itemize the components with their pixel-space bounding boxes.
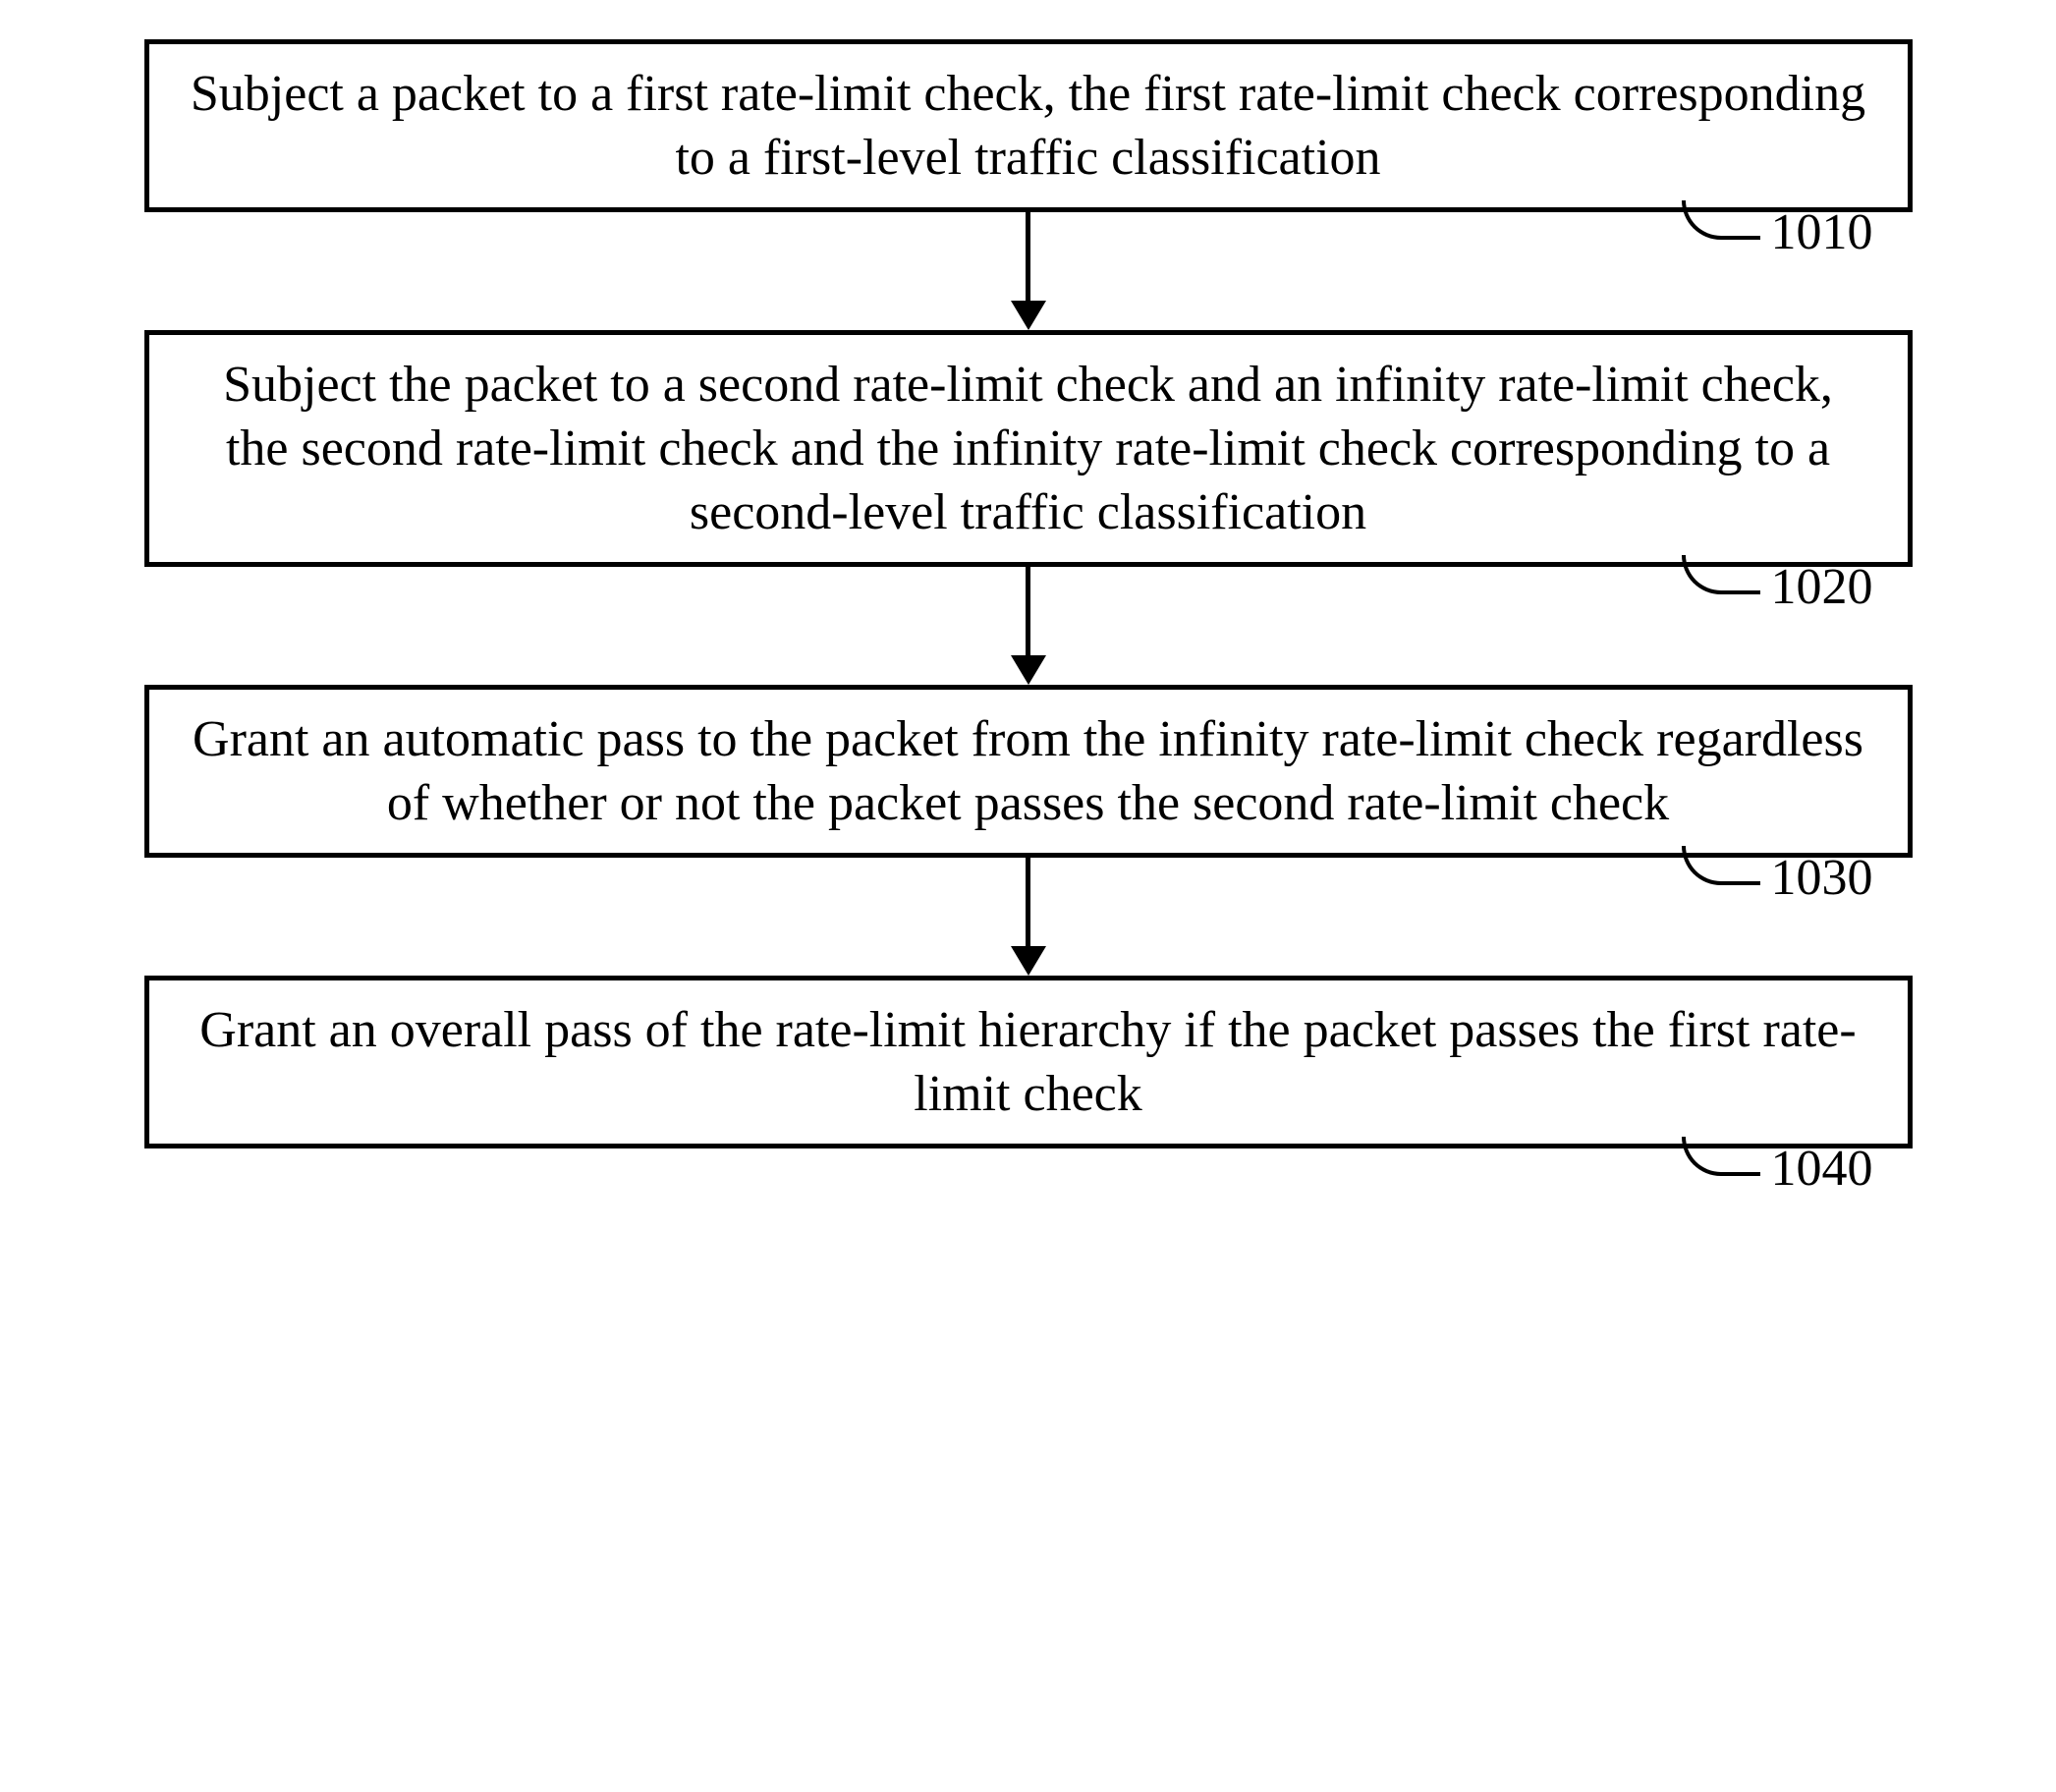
step-id-label: 1010 (1771, 203, 1873, 261)
flow-arrow (1011, 858, 1046, 976)
step-box-1020: Subject the packet to a second rate-limi… (144, 330, 1913, 567)
label-connector (1682, 200, 1760, 240)
step-text: Grant an overall pass of the rate-limit … (199, 1002, 1856, 1122)
flow-arrow (1011, 212, 1046, 330)
flow-arrow (1011, 567, 1046, 685)
step-id-label: 1020 (1771, 558, 1873, 616)
arrow-line (1026, 212, 1030, 301)
arrow-head-icon (1011, 946, 1046, 976)
step-box-1010: Subject a packet to a first rate-limit c… (144, 39, 1913, 212)
arrow-line (1026, 567, 1030, 655)
arrow-head-icon (1011, 301, 1046, 330)
arrow-head-icon (1011, 655, 1046, 685)
step-text: Subject a packet to a first rate-limit c… (191, 66, 1865, 186)
flowchart-step: Grant an automatic pass to the packet fr… (144, 685, 1913, 858)
flowchart-step: Subject a packet to a first rate-limit c… (144, 39, 1913, 212)
step-text: Subject the packet to a second rate-limi… (223, 357, 1833, 540)
step-id-label: 1040 (1771, 1140, 1873, 1198)
step-box-1030: Grant an automatic pass to the packet fr… (144, 685, 1913, 858)
label-connector (1682, 1137, 1760, 1176)
arrow-line (1026, 858, 1030, 946)
step-text: Grant an automatic pass to the packet fr… (193, 711, 1863, 831)
step-id-label: 1030 (1771, 849, 1873, 907)
flowchart-step: Grant an overall pass of the rate-limit … (144, 976, 1913, 1148)
flowchart-container: Subject a packet to a first rate-limit c… (144, 39, 1913, 1148)
label-connector (1682, 555, 1760, 594)
label-connector (1682, 846, 1760, 885)
flowchart-step: Subject the packet to a second rate-limi… (144, 330, 1913, 567)
step-box-1040: Grant an overall pass of the rate-limit … (144, 976, 1913, 1148)
